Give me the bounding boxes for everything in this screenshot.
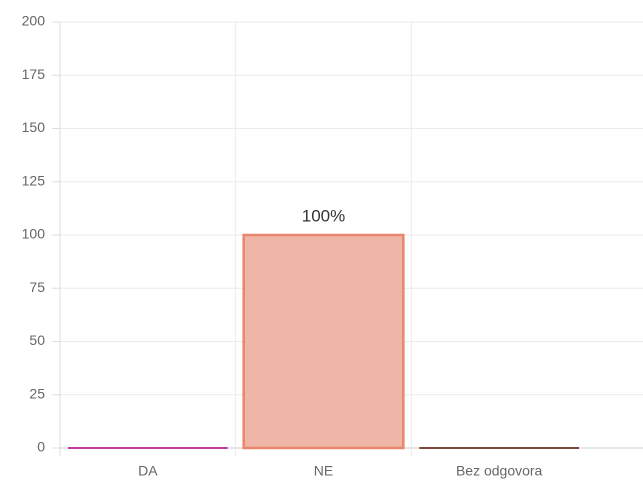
bar [242,233,405,450]
y-tick-label: 50 [29,332,45,348]
y-tick-label: 25 [29,385,45,401]
x-tick-label: Bez odgovora [456,463,543,479]
y-tick-label: 150 [22,119,46,135]
x-tick-label: DA [138,463,158,479]
value-label: 100% [302,206,345,225]
y-tick-label: 100 [22,226,46,242]
y-tick-label: 0 [37,439,45,455]
y-tick-label: 200 [22,13,46,29]
bar [68,447,228,449]
y-tick-label: 175 [22,66,46,82]
y-tick-label: 75 [29,279,45,295]
x-tick-label: NE [314,463,333,479]
y-tick-label: 125 [22,172,46,188]
bar [419,447,579,449]
